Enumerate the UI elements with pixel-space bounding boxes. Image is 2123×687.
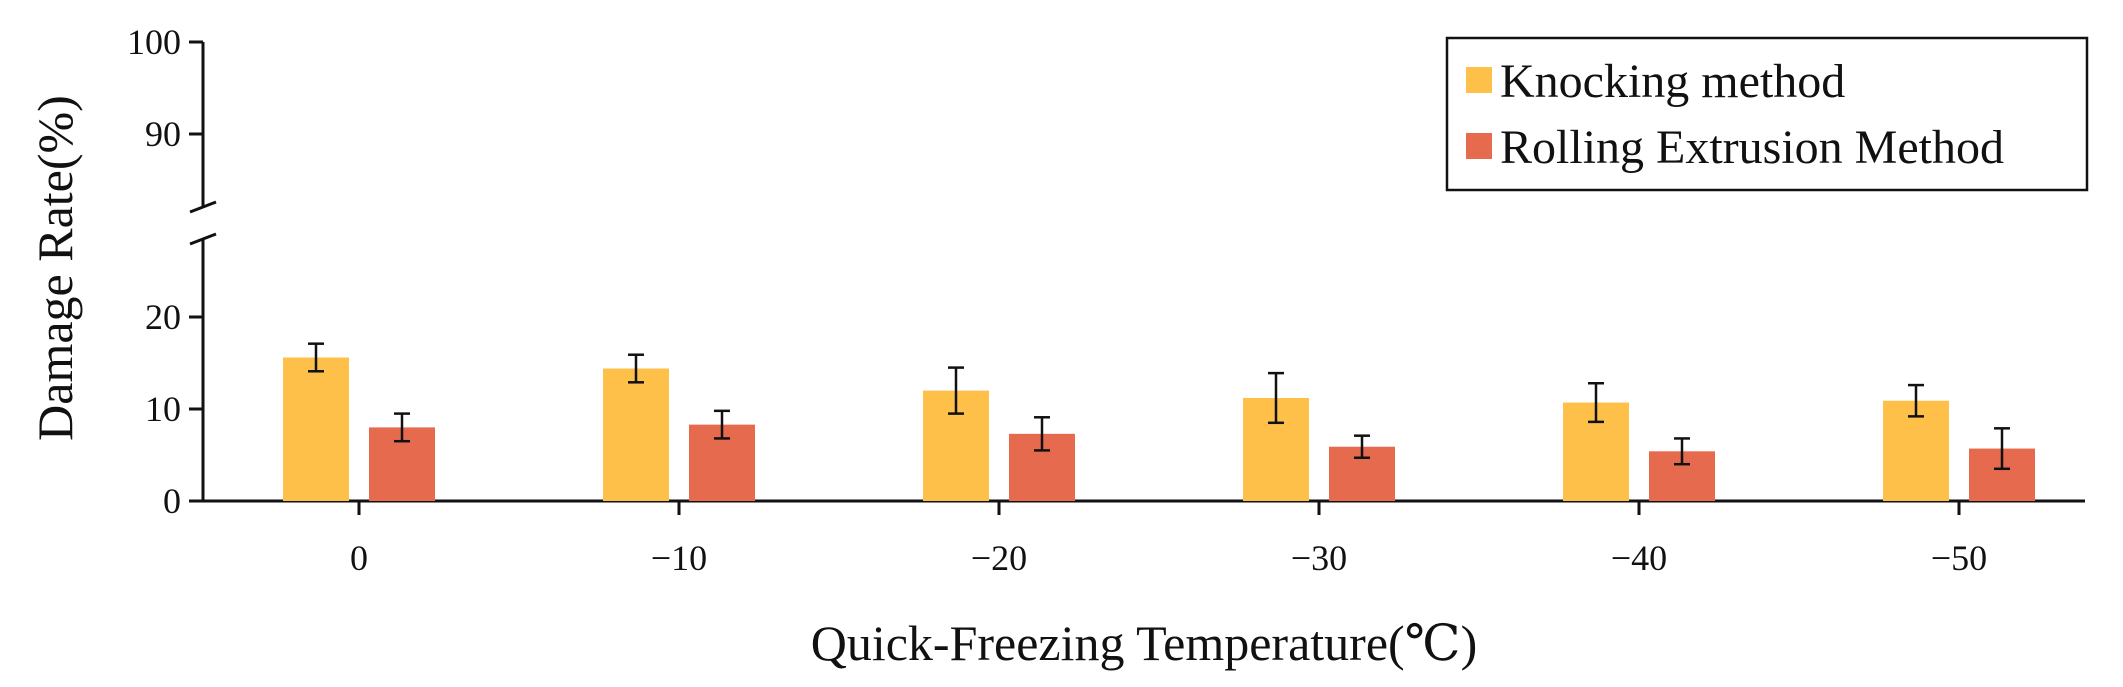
bar-group (283, 342, 2035, 501)
x-tick-label-2: −20 (971, 538, 1027, 578)
y-tick-100-label: 100 (127, 22, 181, 62)
bar-series0-cat1 (603, 368, 669, 501)
y-tick-10-label: 10 (145, 389, 181, 429)
legend-swatch-knocking (1466, 67, 1492, 93)
y-axis-ticks: 0 10 20 90 100 (127, 22, 203, 521)
x-tick-label-0: 0 (350, 538, 368, 578)
x-tick-label-1: −10 (651, 538, 707, 578)
x-tick-label-4: −40 (1611, 538, 1667, 578)
x-axis-title: Quick-Freezing Temperature(℃) (811, 615, 1478, 671)
axis-break-mark-top (189, 200, 217, 214)
x-tick-label-3: −30 (1291, 538, 1347, 578)
legend-box (1445, 36, 2089, 192)
legend-swatch-rolling (1466, 133, 1492, 159)
legend-label-rolling: Rolling Extrusion Method (1500, 121, 2004, 174)
y-tick-0-label: 0 (163, 481, 181, 521)
y-tick-90-label: 90 (145, 114, 181, 154)
bar-series0-cat0 (283, 357, 349, 501)
x-tick-label-5: −50 (1931, 538, 1987, 578)
y-tick-20-label: 20 (145, 297, 181, 337)
axis-break-mark-bottom (189, 232, 217, 246)
x-axis-ticks: 0 −10 −20 −30 −40 −50 (350, 501, 1987, 578)
legend: Knocking method Rolling Extrusion Method (1445, 36, 2089, 192)
legend-label-knocking: Knocking method (1500, 55, 1845, 108)
y-axis-title: Damage Rate(%) (27, 95, 83, 441)
